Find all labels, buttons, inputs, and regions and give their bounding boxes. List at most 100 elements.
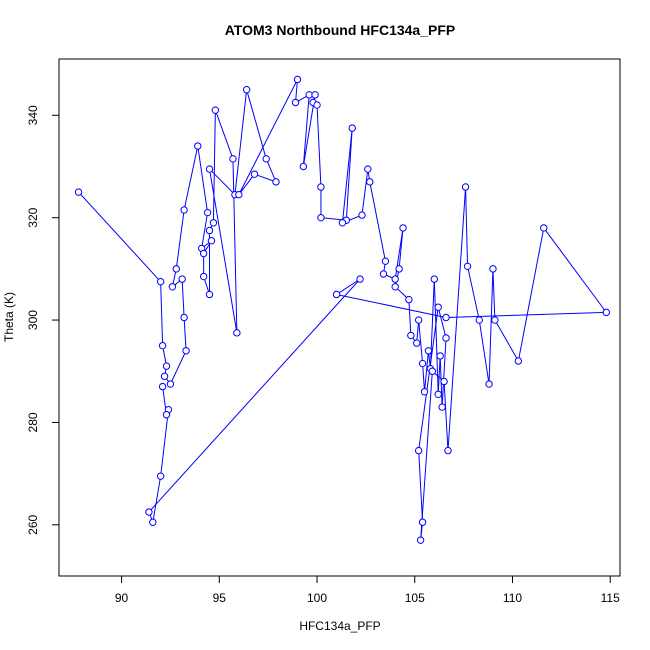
plot-area: [58, 58, 621, 577]
series-line-segment: [433, 279, 439, 395]
data-point: [428, 367, 437, 375]
series-points: [74, 75, 611, 544]
data-point: [405, 295, 413, 304]
data-point: [317, 183, 325, 191]
series-line-segment: [361, 168, 369, 216]
data-point: [348, 124, 356, 132]
data-point: [485, 380, 493, 388]
data-point: [233, 329, 241, 337]
x-tick-label: 105: [405, 591, 425, 605]
series-line-segment: [443, 381, 449, 451]
y-tick-label: 280: [26, 412, 40, 432]
data-point: [207, 237, 216, 245]
series-line-segment: [441, 337, 447, 408]
data-point: [489, 265, 497, 273]
data-point: [395, 265, 403, 273]
data-point: [475, 316, 483, 324]
data-point: [156, 472, 165, 480]
y-axis-label: Theta (K): [2, 292, 16, 342]
data-point: [272, 178, 280, 186]
data-point: [299, 162, 308, 171]
series-line-segment: [295, 79, 298, 103]
data-point: [291, 98, 300, 107]
series-line-segment: [175, 209, 185, 269]
series-line-segment: [437, 355, 441, 395]
series-line-segment: [254, 173, 277, 183]
data-point: [180, 313, 188, 322]
data-point: [416, 536, 425, 544]
data-point: [407, 331, 415, 340]
series-line-segment: [517, 227, 545, 362]
data-point: [391, 275, 399, 283]
y-tick-label: 300: [26, 310, 40, 330]
series-line-segment: [246, 89, 267, 159]
series-line-segment: [408, 299, 412, 336]
x-tick-label: 110: [503, 591, 522, 605]
y-axis: 260 280 300 320 340: [26, 105, 60, 535]
x-axis: 90 95 100 105 110 115: [115, 575, 620, 605]
data-point: [366, 178, 374, 186]
series-line-segment: [209, 168, 236, 196]
data-point: [414, 316, 423, 324]
data-point: [317, 213, 325, 222]
data-point: [242, 86, 251, 94]
data-point: [205, 226, 214, 235]
data-point: [162, 362, 171, 370]
series-line-segment: [214, 110, 234, 159]
data-point: [420, 388, 429, 396]
data-point: [602, 308, 611, 317]
y-tick-label: 260: [26, 514, 40, 534]
series-line-segment: [302, 94, 316, 167]
data-point: [514, 357, 523, 365]
data-point: [156, 277, 165, 286]
series-line-segment: [201, 212, 209, 249]
data-point: [182, 347, 190, 355]
data-point: [338, 219, 347, 227]
data-point: [424, 347, 433, 355]
data-point: [194, 142, 202, 150]
y-tick-label: 340: [26, 105, 40, 125]
data-point: [158, 382, 167, 391]
series-line-segment: [424, 350, 429, 392]
data-point: [168, 283, 177, 291]
data-point: [442, 313, 450, 322]
series-line-segment: [341, 128, 353, 223]
x-tick-label: 100: [307, 591, 327, 605]
series-line-segment: [336, 293, 447, 318]
data-point: [74, 188, 83, 196]
series-line-segment: [492, 268, 496, 321]
data-point: [293, 75, 302, 84]
data-point: [250, 170, 259, 178]
series-line-segment: [265, 158, 277, 183]
data-point: [418, 518, 427, 526]
data-point: [413, 339, 421, 347]
series-line-segment: [416, 320, 420, 344]
data-point: [356, 275, 364, 283]
data-point: [311, 91, 319, 99]
series-line-segment: [467, 266, 480, 321]
data-point: [391, 283, 399, 291]
series-line-segment: [429, 279, 435, 369]
data-point: [434, 303, 442, 311]
data-point: [229, 155, 237, 163]
data-point: [399, 224, 407, 232]
series-line-segment: [316, 105, 322, 187]
data-point: [436, 352, 444, 360]
data-point: [364, 165, 372, 173]
data-point: [379, 270, 388, 278]
series-line-segment: [422, 363, 426, 392]
x-axis-label: HFC134a_PFP: [299, 619, 380, 633]
data-point: [444, 446, 452, 455]
series-line-segment: [345, 128, 353, 221]
series-line-segment: [418, 450, 424, 523]
series-line-segment: [478, 319, 490, 385]
series-line-segment: [181, 279, 185, 318]
data-point: [145, 508, 153, 516]
data-point: [540, 224, 548, 232]
x-tick-label: 95: [213, 591, 227, 605]
data-point: [442, 334, 450, 342]
series-line-segment: [212, 110, 216, 223]
series-line-segment: [369, 181, 386, 262]
series-line-segment: [78, 191, 162, 283]
data-point: [430, 275, 439, 283]
